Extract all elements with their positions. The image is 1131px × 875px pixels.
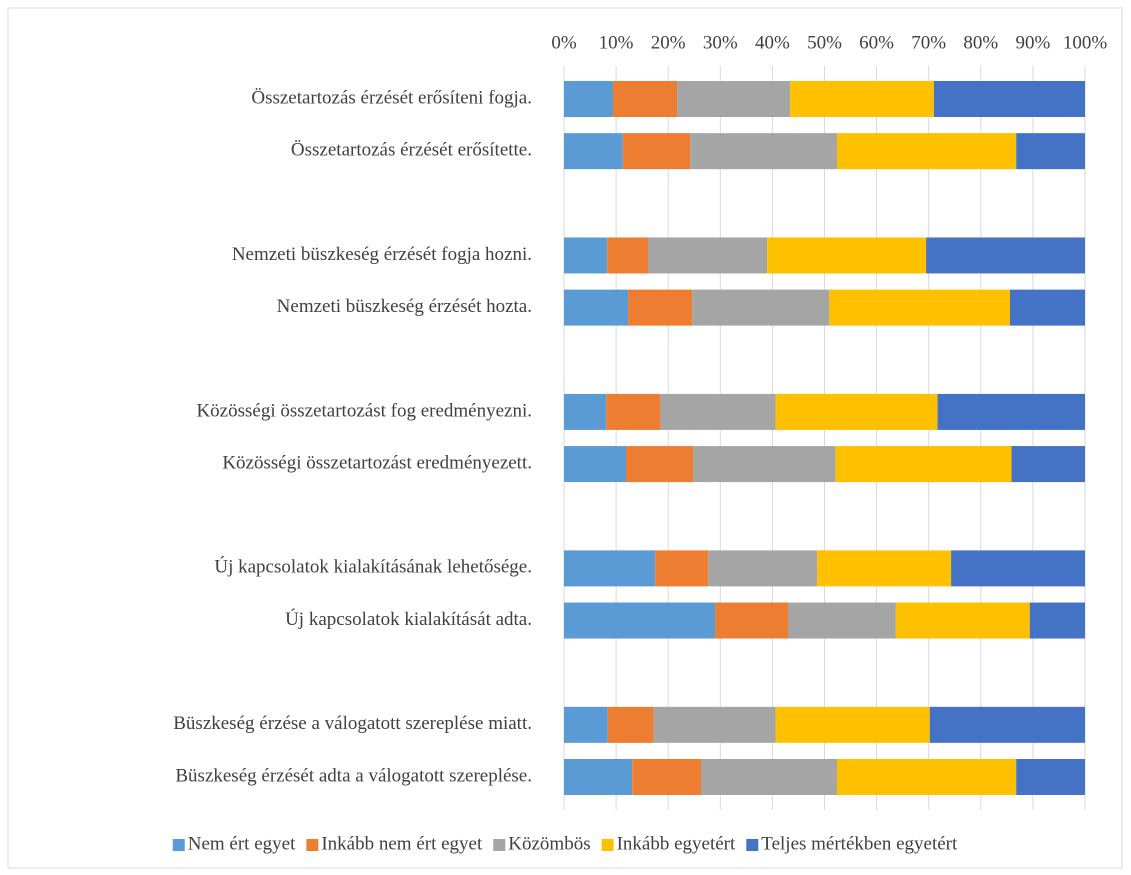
bar-segment <box>632 759 702 795</box>
y-tick-label: Közösségi összetartozást fog eredményezn… <box>196 400 532 421</box>
legend-swatch <box>172 839 185 851</box>
bar-segment <box>1016 133 1085 170</box>
x-tick-label: 90% <box>1015 32 1050 53</box>
bar-segment <box>564 81 613 117</box>
x-tick-label: 70% <box>911 32 946 53</box>
bar-segment <box>692 289 830 326</box>
bar-segment <box>929 706 1085 743</box>
y-tick-label: Új kapcsolatok kialakításának lehetősége… <box>214 556 532 578</box>
bar-segment <box>564 446 626 483</box>
bar-segment <box>693 446 836 483</box>
bar-segment <box>564 393 607 430</box>
bar-segment <box>606 393 661 430</box>
bar-segment <box>926 237 1085 274</box>
bar-segment <box>790 81 934 117</box>
bar-segment <box>564 133 623 170</box>
bar-segment <box>625 446 694 483</box>
legend-swatch <box>746 839 759 851</box>
x-tick-label: 40% <box>755 32 790 53</box>
x-tick-label: 0% <box>551 32 577 53</box>
x-tick-label: 60% <box>859 32 894 53</box>
bar-segment <box>835 446 1012 483</box>
bar-segment <box>1029 602 1085 639</box>
bar-segment <box>564 550 656 587</box>
bar-segment <box>677 81 791 117</box>
bar-segment <box>653 706 776 743</box>
y-tick-label: Nemzeti büszkeség érzését hozta. <box>277 296 532 317</box>
y-tick-label: Nemzeti büszkeség érzését fogja hozni. <box>232 244 532 265</box>
bar-segment <box>612 81 678 117</box>
y-tick-label: Büszkeség érzését adta a válogatott szer… <box>175 765 532 786</box>
x-tick-label: 100% <box>1063 32 1108 53</box>
bar-segment <box>895 602 1030 639</box>
bar-segment <box>564 602 716 639</box>
x-tick-label: 50% <box>807 32 842 53</box>
legend-label: Nem ért egyet <box>188 833 296 854</box>
bar-segment <box>937 393 1085 430</box>
bar-segment <box>564 706 608 743</box>
x-tick-label: 30% <box>703 32 738 53</box>
y-tick-label: Új kapcsolatok kialakítását adta. <box>285 608 532 630</box>
bar-segment <box>708 550 818 587</box>
bar-segment <box>628 289 693 326</box>
bar-segment <box>715 602 789 639</box>
bar-segment <box>933 81 1085 117</box>
bar-segment <box>775 393 938 430</box>
x-tick-label: 10% <box>599 32 634 53</box>
x-tick-label: 20% <box>651 32 686 53</box>
bar-segment <box>837 759 1017 795</box>
bar-segment <box>829 289 1010 326</box>
x-tick-label: 80% <box>963 32 998 53</box>
bar-segment <box>622 133 691 170</box>
legend-label: Inkább nem ért egyet <box>321 833 483 854</box>
bar-segment <box>1016 759 1085 795</box>
legend-swatch <box>601 839 614 851</box>
bar-segment <box>690 133 838 170</box>
bar-segment <box>788 602 896 639</box>
y-tick-label: Összetartozás érzését erősíteni fogja. <box>251 87 532 108</box>
legend-label: Teljes mértékben egyetért <box>761 833 958 854</box>
bar-segment <box>660 393 776 430</box>
bar-segment <box>607 237 649 274</box>
bar-segment <box>564 237 608 274</box>
legend-swatch <box>306 839 319 851</box>
bar-segment <box>837 133 1017 170</box>
bar-segment <box>775 706 930 743</box>
bar-segment <box>951 550 1085 587</box>
legend-label: Inkább egyetért <box>617 833 736 854</box>
bar-segment <box>607 706 654 743</box>
bar-segment <box>655 550 709 587</box>
bar-segment <box>1011 446 1085 483</box>
bar-segment <box>564 759 633 795</box>
y-tick-label: Közösségi összetartozást eredményezett. <box>222 452 532 473</box>
bar-segment <box>767 237 927 274</box>
legend-swatch <box>493 839 506 851</box>
bar-segment <box>1009 289 1085 326</box>
legend-label: Közömbös <box>508 833 590 854</box>
y-tick-label: Összetartozás érzését erősítette. <box>291 140 532 161</box>
bar-segment <box>564 289 629 326</box>
bar-segment <box>817 550 952 587</box>
bar-segment <box>648 237 768 274</box>
bar-segment <box>701 759 838 795</box>
y-tick-label: Büszkeség érzése a válogatott szereplése… <box>173 713 532 734</box>
